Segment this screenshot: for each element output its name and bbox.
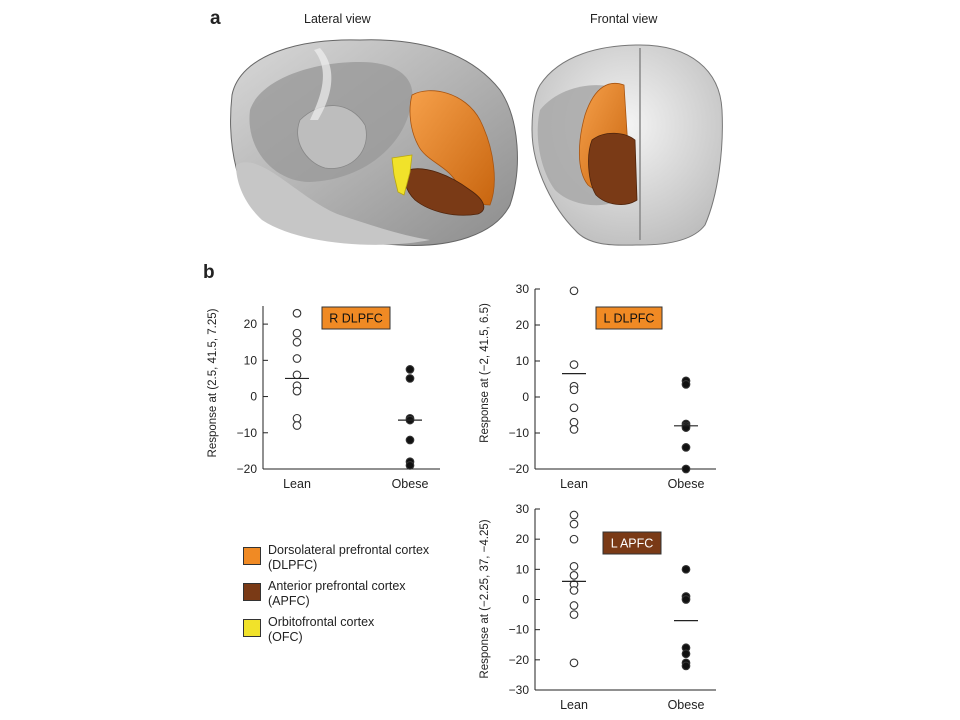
legend-item-ofc: Orbitofrontal cortex (OFC) xyxy=(243,615,429,645)
chart-l-dlpfc-point-lean xyxy=(569,286,579,296)
chart-r-dlpfc-ytick-label: −10 xyxy=(237,426,258,440)
chart-r-dlpfc-point-lean xyxy=(292,370,302,380)
legend-label-ofc: Orbitofrontal cortex xyxy=(268,615,375,629)
chart-r-dlpfc-ytick-label: 0 xyxy=(250,390,257,404)
legend-item-dlpfc: Dorsolateral prefrontal cortex (DLPFC) xyxy=(243,543,429,573)
chart-r-dlpfc-point-lean xyxy=(292,337,302,347)
chart-l-apfc-point-lean xyxy=(569,534,579,544)
chart-l-dlpfc-ytick-label: 30 xyxy=(516,282,530,296)
panel-a-letter: a xyxy=(210,8,221,29)
chart-r-dlpfc-ytick-label: 10 xyxy=(244,353,258,367)
lateral-view-title: Lateral view xyxy=(304,12,371,26)
chart-l-apfc-ytick-label: 30 xyxy=(516,502,530,516)
chart-l-apfc-xtick-label-obese: Obese xyxy=(668,698,705,712)
chart-r-dlpfc-point-lean xyxy=(292,421,302,430)
chart-l-apfc-ytick-label: −20 xyxy=(509,653,530,667)
chart-l-dlpfc-ylabel: Response at (−2, 41.5, 6.5) xyxy=(479,303,491,443)
brain-renderings xyxy=(230,39,723,246)
chart-l-dlpfc-label: L DLPFC xyxy=(604,312,655,326)
frontal-view-title: Frontal view xyxy=(590,12,658,26)
chart-r-dlpfc-point-obese xyxy=(405,374,415,383)
chart-r-dlpfc-point-lean xyxy=(292,328,302,338)
chart-l-apfc-point-lean xyxy=(569,561,579,571)
chart-r-dlpfc-xtick-label-lean: Lean xyxy=(283,477,311,491)
chart-r-dlpfc-ytick-label: −20 xyxy=(237,462,258,476)
chart-r-dlpfc-label-box xyxy=(321,306,391,330)
chart-r-dlpfc-point-lean xyxy=(292,413,302,423)
chart-l-apfc-ytick-label: 20 xyxy=(516,532,530,546)
chart-l-apfc-point-obese xyxy=(681,595,691,604)
legend-swatch-dlpfc xyxy=(243,547,261,565)
chart-l-apfc-ytick-label: 10 xyxy=(516,562,530,576)
chart-l-dlpfc-point-lean xyxy=(569,425,579,434)
chart-l-dlpfc-point-obese xyxy=(681,464,691,474)
chart-l-apfc-point-lean xyxy=(569,571,579,580)
chart-l-dlpfc-point-lean xyxy=(569,360,579,369)
chart-r-dlpfc-point-obese xyxy=(405,461,415,470)
chart-l-apfc-label-box xyxy=(602,531,662,555)
chart-l-apfc-ytick-label: 0 xyxy=(522,593,529,607)
legend-abbr-ofc: (OFC) xyxy=(268,630,303,644)
chart-r-dlpfc-ylabel: Response at (2.5, 41.5, 7.25) xyxy=(207,308,219,457)
legend-swatch-ofc xyxy=(243,619,261,637)
chart-l-dlpfc-ytick-label: −20 xyxy=(509,462,530,476)
chart-l-apfc-point-obese xyxy=(681,564,691,574)
chart-l-dlpfc-ytick-label: 0 xyxy=(522,390,529,404)
chart-l-dlpfc-xtick-label-obese: Obese xyxy=(668,477,705,491)
panel-b-letter: b xyxy=(203,262,215,283)
legend-abbr-dlpfc: (DLPFC) xyxy=(268,558,318,572)
chart-l-apfc-point-lean xyxy=(569,510,579,520)
legend-abbr-apfc: (APFC) xyxy=(268,594,310,608)
chart-l-apfc-point-lean xyxy=(569,519,579,529)
chart-r-dlpfc-point-obese xyxy=(405,365,415,374)
chart-l-dlpfc-point-obese xyxy=(681,443,691,452)
chart-r-dlpfc-point-lean xyxy=(292,308,302,318)
chart-l-dlpfc-ytick-label: −10 xyxy=(509,426,530,440)
chart-l-dlpfc-point-obese xyxy=(681,380,691,389)
chart-r-dlpfc-point-lean xyxy=(292,386,302,396)
chart-l-dlpfc-point-lean xyxy=(569,403,579,413)
chart-l-apfc-ytick-label: −30 xyxy=(509,683,530,697)
chart-r-dlpfc-xtick-label-obese: Obese xyxy=(392,477,429,491)
chart-l-apfc-xtick-label-lean: Lean xyxy=(560,698,588,712)
legend: Dorsolateral prefrontal cortex (DLPFC) An… xyxy=(243,543,429,651)
chart-l-dlpfc-label-box xyxy=(595,306,663,330)
chart-l-apfc-point-lean xyxy=(569,601,579,610)
lateral-apfc xyxy=(404,168,485,216)
chart-l-dlpfc-point-lean xyxy=(569,417,579,427)
chart-l-apfc-label: L APFC xyxy=(611,537,654,551)
legend-item-apfc: Anterior prefrontal cortex (APFC) xyxy=(243,579,429,609)
chart-r-dlpfc-ytick-label: 20 xyxy=(244,317,258,331)
chart-l-dlpfc-ytick-label: 20 xyxy=(516,318,530,332)
legend-swatch-apfc xyxy=(243,583,261,601)
chart-r-dlpfc-label: R DLPFC xyxy=(329,312,382,326)
chart-l-apfc-point-lean xyxy=(569,658,579,668)
frontal-apfc xyxy=(588,132,638,205)
chart-r-dlpfc-point-lean xyxy=(292,354,302,363)
chart-l-dlpfc-point-lean xyxy=(569,385,579,395)
chart-l-dlpfc-xtick-label-lean: Lean xyxy=(560,477,588,491)
chart-l-dlpfc-ytick-label: 10 xyxy=(516,354,530,368)
lateral-ofc xyxy=(391,154,413,196)
chart-l-apfc-point-obese xyxy=(681,649,691,659)
chart-l-dlpfc-point-obese xyxy=(681,423,691,432)
chart-r-dlpfc-point-obese xyxy=(405,435,415,445)
chart-l-apfc-ytick-label: −10 xyxy=(509,623,530,637)
chart-l-apfc-point-lean xyxy=(569,586,579,595)
chart-l-apfc-ylabel: Response at (−2.25, 37, −4.25) xyxy=(479,519,491,678)
legend-label-apfc: Anterior prefrontal cortex xyxy=(268,579,406,593)
chart-l-apfc-point-lean xyxy=(569,610,579,619)
legend-label-dlpfc: Dorsolateral prefrontal cortex xyxy=(268,543,430,557)
chart-l-apfc-point-obese xyxy=(681,661,691,671)
